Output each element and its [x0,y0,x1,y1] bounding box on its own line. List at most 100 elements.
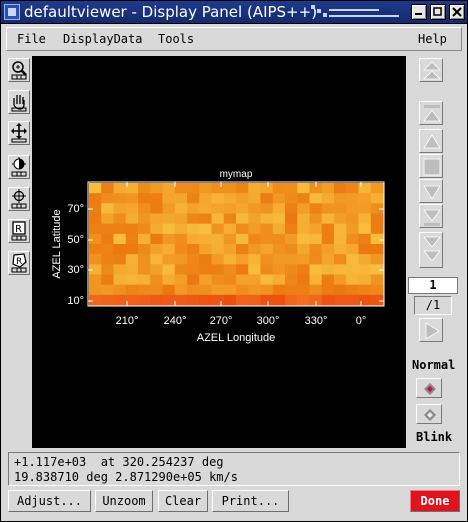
image-pixel [309,193,323,204]
image-pixel [174,233,188,245]
image-pixel [138,284,151,296]
image-pixel [113,254,127,265]
adjust-button[interactable]: Adjust... [8,490,91,512]
image-pixel [199,183,213,194]
stop-button[interactable] [419,154,443,178]
image-pixel [248,213,262,225]
bar-up-arrow-icon [423,105,441,122]
image-pixel [187,284,200,296]
image-pixel [89,284,102,296]
image-pixel [162,193,176,204]
step-forward-button[interactable] [419,204,443,228]
image-pixel [138,294,151,306]
blink-mode-radio[interactable] [416,404,442,424]
colormap-tool-button[interactable] [8,155,30,179]
image-pixel [260,203,274,215]
play-back-button[interactable] [419,129,443,153]
display-canvas[interactable]: mymap AZEL Longitude AZEL Latitude 210° … [32,56,406,448]
menu-file[interactable]: File [17,32,46,46]
done-button[interactable]: Done [410,490,460,512]
image-pixel [321,294,335,306]
pan-tool-button[interactable] [8,90,30,114]
image-pixel [101,294,115,306]
polygon-region-tool-button[interactable]: R [8,251,30,275]
image-pixel [89,264,102,276]
image-plot[interactable]: mymap AZEL Longitude AZEL Latitude 210° … [32,56,406,448]
play-forward-button[interactable] [419,179,443,203]
image-pixel [101,244,115,255]
image-pixel [138,244,151,255]
image-pixel [260,244,274,255]
image-pixel [236,193,249,204]
clear-button[interactable]: Clear [158,490,208,512]
image-pixel [125,254,139,265]
image-pixel [358,274,372,286]
image-pixel [162,294,176,306]
image-pixel [125,294,139,306]
minimize-icon[interactable] [411,4,427,20]
to-start-button[interactable] [419,58,443,82]
image-pixel [334,294,347,306]
rectangle-region-icon: R [11,221,27,241]
image-pixel [272,203,286,215]
move-tool-button[interactable] [8,121,30,145]
image-pixel [297,233,311,245]
unzoom-button[interactable]: Unzoom [95,490,153,512]
menu-help[interactable]: Help [418,32,447,46]
image-pixel [358,193,372,204]
image-pixel [272,274,286,286]
image-pixel [150,254,164,265]
image-pixel [236,213,249,225]
close-icon[interactable] [449,4,465,20]
maximize-icon[interactable] [430,4,446,20]
image-pixel [162,264,176,276]
normal-mode-radio[interactable] [416,378,442,398]
image-pixel [370,183,384,194]
y-tick-label: 50° [67,234,84,246]
image-pixel [272,213,286,225]
menu-tools[interactable]: Tools [158,32,195,46]
title-bar[interactable]: defaultviewer - Display Panel (AIPS++) [0,0,468,24]
image-pixel [321,183,335,194]
image-pixel [272,294,286,306]
step-back-button[interactable] [419,101,443,125]
image-pixel [138,183,151,194]
image-pixel [113,193,127,204]
pan-hand-icon [11,95,27,112]
image-pixel [187,294,200,306]
app-icon[interactable] [4,4,20,20]
rectangle-region-tool-button[interactable]: R [8,219,30,243]
image-pixel [89,193,102,204]
image-pixel [187,254,200,265]
crosshair-tool-button[interactable] [8,187,30,211]
image-pixel [89,244,102,255]
zoom-tool-button[interactable] [8,58,30,82]
image-pixel [297,284,311,296]
y-tick-label: 30° [67,264,84,276]
to-end-button[interactable] [419,232,443,268]
image-pixel [150,274,164,286]
image-pixel [321,244,335,255]
image-pixel [138,213,151,225]
image-pixel [223,244,237,255]
image-pixel [138,203,151,215]
frame-number-field[interactable]: 1 [408,277,458,294]
image-pixel [334,274,347,286]
image-pixel [150,183,164,194]
image-pixel [101,274,115,286]
image-pixel [211,183,225,194]
go-to-frame-button[interactable] [419,318,443,342]
image-pixel [101,254,115,265]
image-pixel [138,193,151,204]
image-pixel [297,193,311,204]
image-pixel [260,274,274,286]
menu-displaydata[interactable]: DisplayData [63,32,143,46]
image-pixel [162,203,176,215]
image-pixel [89,254,102,265]
image-pixel [187,183,200,194]
image-pixel [260,294,274,306]
image-pixel [297,213,311,225]
image-pixel [370,244,384,255]
print-button[interactable]: Print... [212,490,289,512]
image-pixel [370,284,384,296]
